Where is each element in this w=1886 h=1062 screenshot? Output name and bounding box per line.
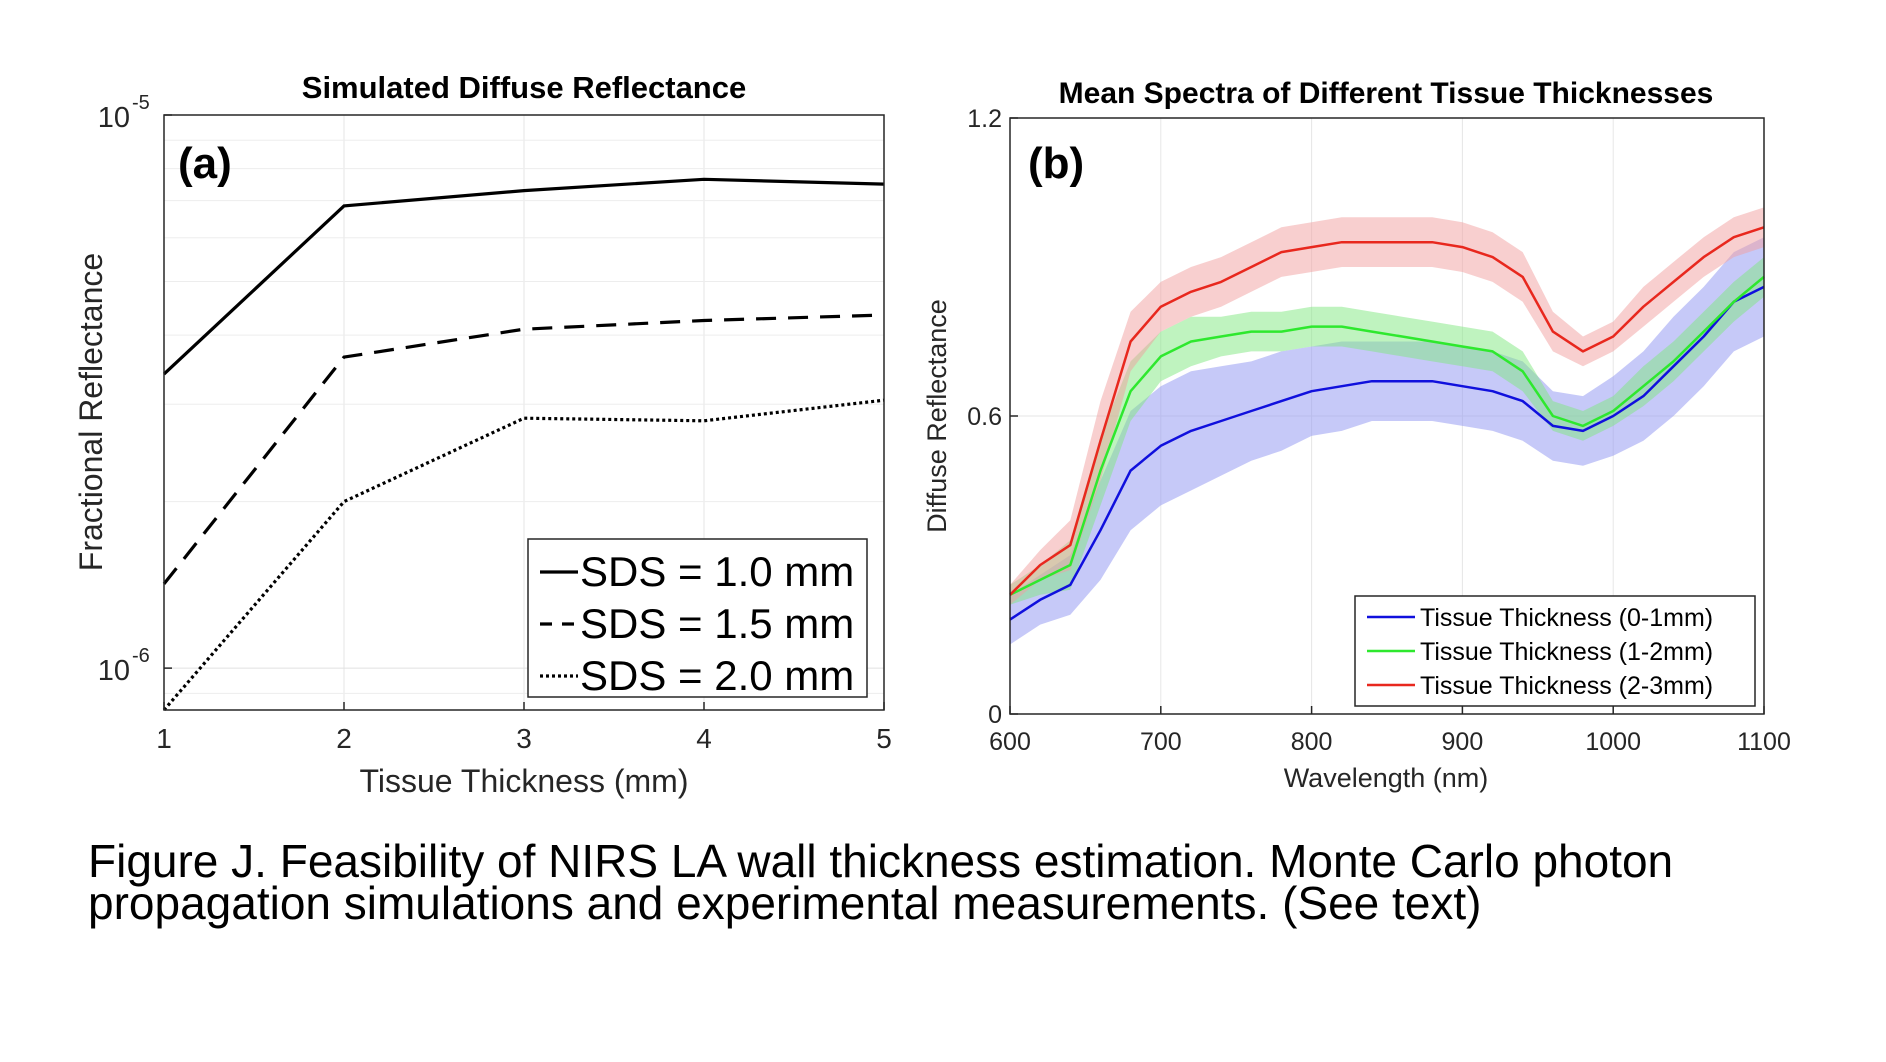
a-y-tick-label: 10 [98,102,130,134]
b-y-ticks: 0 0.6 1.2 [967,105,1018,729]
chart-panel-b: 600 700 800 900 1000 1100 0 0.6 1.2 Mean Spectr… [922,77,1791,793]
b-series-band-1 [1010,237,1764,645]
a-y-tick-exponent: -6 [132,645,150,667]
b-bands-group [1010,207,1764,645]
b-x-tick-label: 600 [989,728,1031,756]
b-series-line-3 [1009,226,1765,596]
caption-line-1: Figure J. Feasibility of NIRS LA wall th… [88,835,1674,887]
a-legend: SDS = 1.0 mm SDS = 1.5 mm SDS = 2.0 mm [527,538,868,699]
b-x-axis-label: Wavelength (nm) [1284,763,1489,793]
a-y-tick-label: 10 [98,655,130,687]
b-y-tick-label: 0.6 [967,403,1002,431]
b-title: Mean Spectra of Different Tissue Thickne… [1059,77,1714,110]
b-series-line-2 [1009,275,1765,596]
a-x-ticks: 1 2 3 4 5 [156,702,892,754]
b-y-tick-label: 0 [988,701,1002,729]
a-x-tick-label: 2 [336,723,352,754]
a-x-tick-label: 1 [156,723,172,754]
b-panel-label: (b) [1028,139,1084,188]
b-series-line-1 [1009,285,1765,621]
a-y-axis-label: Fractional Reflectance [73,253,109,571]
b-x-tick-label: 1100 [1737,728,1791,756]
a-series-line-3 [162,398,885,712]
a-series-line-1 [162,177,885,376]
b-y-tick-label: 1.2 [967,105,1002,133]
figure-caption: Figure J. Feasibility of NIRS LA wall th… [88,835,1868,929]
b-series-group [1009,226,1765,621]
b-legend: Tissue Thickness (0-1mm) Tissue Thickness… [1354,595,1756,707]
a-y-tick-exponent: -5 [132,92,150,114]
b-legend-label: Tissue Thickness (2-3mm) [1420,672,1713,700]
a-legend-label: SDS = 1.5 mm [580,600,854,647]
b-x-ticks: 600 700 800 900 1000 1100 [989,706,1791,756]
b-legend-label: Tissue Thickness (0-1mm) [1420,604,1713,632]
b-series-band-2 [1010,257,1764,605]
a-legend-label: SDS = 2.0 mm [580,652,854,699]
a-x-axis-label: Tissue Thickness (mm) [360,763,689,799]
caption-line-2: propagation simulations and experimental… [88,877,1482,929]
a-x-tick-label: 4 [696,723,712,754]
b-y-axis-label: Diffuse Reflectance [922,299,952,533]
a-title: Simulated Diffuse Reflectance [302,70,746,105]
b-x-tick-label: 800 [1291,728,1333,756]
a-y-ticks: 10-510-6 [98,92,172,687]
b-x-tick-label: 700 [1140,728,1182,756]
a-x-tick-label: 5 [876,723,892,754]
a-series-line-2 [162,313,885,585]
a-legend-label: SDS = 1.0 mm [580,548,854,595]
b-series-band-3 [1010,207,1764,605]
a-x-tick-label: 3 [516,723,532,754]
a-grid [164,115,884,710]
b-legend-label: Tissue Thickness (1-2mm) [1420,638,1713,666]
b-x-tick-label: 1000 [1585,728,1641,756]
b-x-tick-label: 900 [1442,728,1484,756]
a-panel-label: (a) [178,139,232,188]
a-series-group [162,177,885,712]
